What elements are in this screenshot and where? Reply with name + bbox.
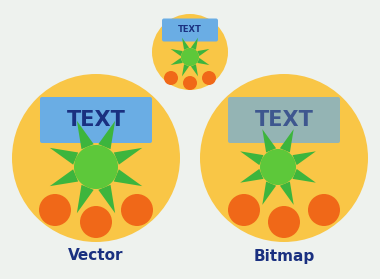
Circle shape [202, 71, 216, 85]
Polygon shape [191, 64, 198, 76]
Circle shape [12, 74, 180, 242]
Polygon shape [197, 58, 209, 65]
Circle shape [308, 194, 340, 226]
Polygon shape [280, 182, 294, 205]
Circle shape [74, 145, 118, 189]
Polygon shape [77, 121, 94, 149]
Polygon shape [293, 169, 316, 183]
Polygon shape [293, 151, 316, 165]
Circle shape [152, 14, 228, 90]
Polygon shape [171, 58, 183, 65]
Polygon shape [77, 185, 94, 213]
Text: Vector: Vector [68, 249, 124, 263]
Text: Bitmap: Bitmap [253, 249, 315, 263]
Polygon shape [197, 49, 209, 56]
Polygon shape [240, 151, 263, 165]
Polygon shape [98, 185, 115, 213]
Circle shape [181, 48, 199, 66]
Polygon shape [182, 64, 189, 76]
Circle shape [260, 149, 296, 185]
Circle shape [39, 194, 71, 226]
Circle shape [183, 76, 197, 90]
Text: TEXT: TEXT [66, 110, 125, 130]
Polygon shape [262, 182, 276, 205]
Text: TEXT: TEXT [178, 25, 202, 35]
Polygon shape [262, 129, 276, 152]
Polygon shape [171, 49, 183, 56]
Polygon shape [114, 148, 142, 165]
Circle shape [200, 74, 368, 242]
Polygon shape [280, 129, 294, 152]
Polygon shape [191, 38, 198, 50]
Polygon shape [50, 148, 78, 165]
Text: TEXT: TEXT [255, 110, 314, 130]
Circle shape [268, 206, 300, 238]
Circle shape [228, 194, 260, 226]
FancyBboxPatch shape [228, 97, 340, 143]
FancyBboxPatch shape [40, 97, 152, 143]
FancyBboxPatch shape [162, 18, 218, 42]
Circle shape [164, 71, 178, 85]
Polygon shape [98, 121, 115, 149]
Circle shape [121, 194, 153, 226]
Polygon shape [50, 169, 78, 186]
Polygon shape [240, 169, 263, 183]
Circle shape [80, 206, 112, 238]
Polygon shape [114, 169, 142, 186]
Polygon shape [182, 38, 189, 50]
